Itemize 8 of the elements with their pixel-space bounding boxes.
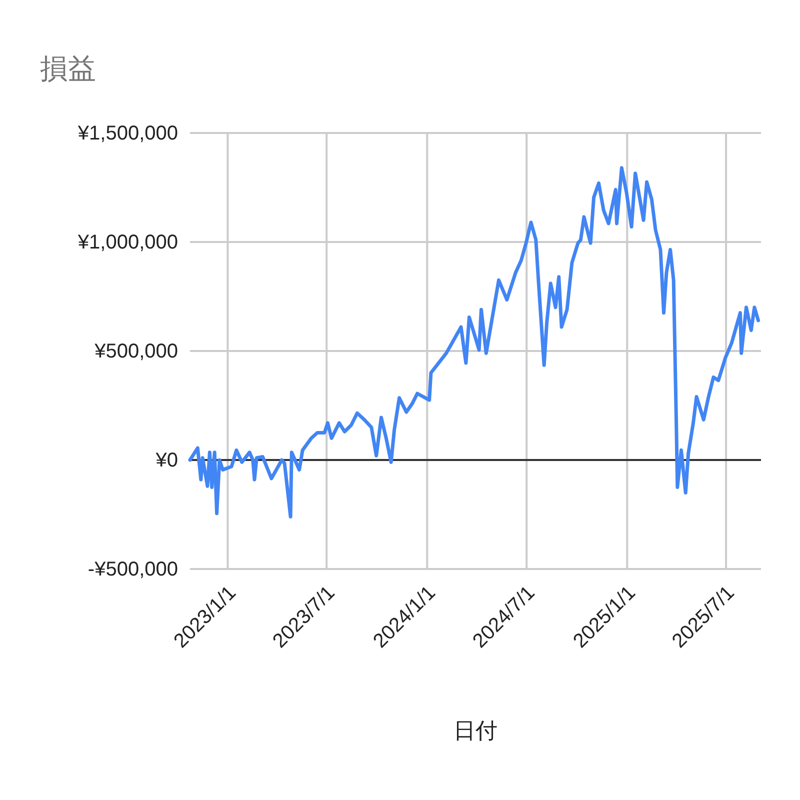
y-tick-label: ¥1,500,000 (76, 122, 178, 144)
chart-title: 損益 (40, 53, 96, 84)
x-axis-title: 日付 (454, 718, 498, 743)
line-series (188, 166, 760, 518)
y-tick-label: ¥0 (154, 449, 178, 472)
y-tick-label: ¥1,000,000 (76, 231, 178, 254)
y-tick-label: ¥500,000 (94, 340, 178, 362)
y-tick-label: -¥500,000 (88, 558, 178, 580)
